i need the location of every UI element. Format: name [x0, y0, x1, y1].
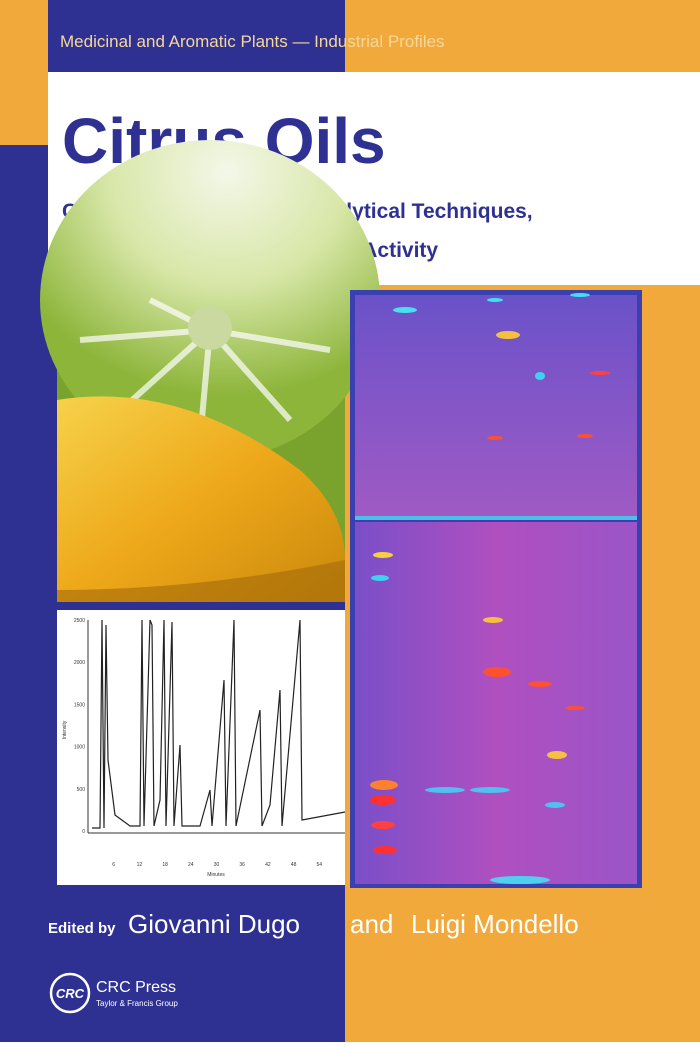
editors-joiner: and: [350, 909, 393, 939]
editors-prefix: Edited by: [48, 920, 116, 937]
x-tick-label: 24: [188, 862, 194, 868]
x-tick-label: 12: [137, 862, 143, 868]
y-tick-label: 0: [82, 829, 85, 835]
x-tick-label: 36: [239, 862, 245, 868]
publisher-group: Taylor & Francis Group: [96, 999, 178, 1008]
y-tick-label: 1000: [74, 745, 85, 751]
y-tick-label: 2000: [74, 660, 85, 666]
citrus-photo: [40, 140, 380, 602]
two-dimensional-plot: [350, 290, 642, 888]
publisher-name: CRC Press: [96, 979, 176, 996]
x-tick-label: 6: [112, 862, 115, 868]
x-axis-title: Minutes: [207, 872, 225, 878]
series-banner: Medicinal and Aromatic Plants — Industri…: [60, 32, 445, 51]
x-tick-label: 30: [214, 862, 220, 868]
y-axis-title: Intensity: [62, 720, 68, 739]
y-tick-label: 1500: [74, 702, 85, 708]
y-tick-label: 500: [77, 787, 86, 793]
publisher-logo: CRC: [49, 972, 91, 1014]
chromatogram: 2500 2000 1500 1000 500 0 6 12 18 24 30 36 42 48 54 In…: [57, 610, 346, 885]
x-tick-label: 18: [162, 862, 168, 868]
editor-name: Giovanni Dugo: [128, 909, 300, 939]
x-tick-label: 42: [265, 862, 271, 868]
y-tick-label: 2500: [74, 618, 85, 624]
x-tick-label: 48: [291, 862, 297, 868]
x-tick-label: 54: [317, 862, 323, 868]
editor-name: Luigi Mondello: [411, 909, 579, 939]
logo-text: CRC: [56, 986, 85, 1001]
